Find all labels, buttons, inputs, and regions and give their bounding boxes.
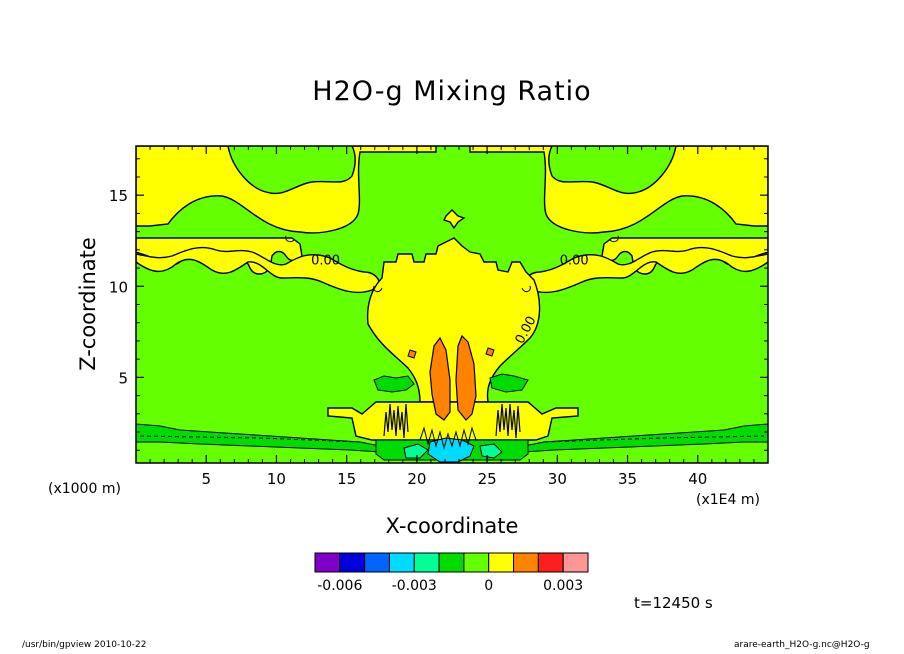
y-tick-label: 5 <box>118 369 128 387</box>
field-region-upper-left <box>136 146 437 234</box>
dense-contours-center <box>419 426 477 450</box>
contour-loop-right <box>521 235 619 293</box>
contour-field <box>136 146 768 463</box>
contour-label: 0.00 <box>560 253 589 268</box>
field-region-top-blob <box>443 209 466 230</box>
x-tick-label: 20 <box>407 470 426 488</box>
time-annotation: t=12450 s <box>634 594 713 612</box>
field-region-cyan-cell <box>427 437 475 463</box>
colorbar-swatch <box>463 552 490 573</box>
field-region-surface-left <box>136 423 381 453</box>
colorbar-swatch <box>488 552 515 573</box>
colorbar-swatch <box>364 552 390 573</box>
colorbar-swatch <box>413 552 440 573</box>
x-tick-label: 15 <box>337 470 356 488</box>
field-region-lower-left <box>136 246 381 294</box>
colorbar-swatch <box>388 552 415 573</box>
y-tick-label: 15 <box>109 187 128 205</box>
x-unit-label: (x1E4 m) <box>696 492 760 508</box>
x-tick-label: 10 <box>267 470 286 488</box>
contour-label: 0.00 <box>311 253 340 268</box>
colorbar-tick-label: -0.006 <box>317 578 362 594</box>
x-tick-label: 40 <box>688 470 707 488</box>
dashed-negative-contour <box>139 435 765 443</box>
y-tick-label: 10 <box>109 278 128 296</box>
footer-left: /usr/bin/gpview 2010-10-22 <box>22 640 147 650</box>
colorbar-swatch <box>537 552 564 573</box>
x-tick-label: 25 <box>478 470 497 488</box>
x-axis-label: X-coordinate <box>385 514 519 538</box>
field-region-teal-cell <box>403 443 429 459</box>
field-region-surface-right <box>523 423 768 453</box>
field-region-green-patch-right <box>489 373 529 393</box>
colorbar-swatch <box>438 552 465 573</box>
contour-loop-left <box>285 235 383 293</box>
chart-title: H2O-g Mixing Ratio <box>312 76 592 107</box>
x-tick-label: 30 <box>548 470 567 488</box>
contour-labels-layer: 0.00 0.000.00 <box>311 253 589 346</box>
colorbar-swatch <box>562 552 589 573</box>
field-region-core-speck-left <box>407 349 417 359</box>
dense-contours-right <box>495 403 521 439</box>
field-region-upper-right <box>469 146 768 234</box>
x-tick-label: 5 <box>201 470 211 488</box>
colorbar: -0.006 -0.003 0 0.003 <box>314 552 589 594</box>
colorbar-tick-label: -0.003 <box>392 578 437 594</box>
field-region-core-speck-right <box>485 347 495 357</box>
x-tick-label: 35 <box>618 470 637 488</box>
ticks-layer: 5 10 15 20 25 30 35 40 5 10 15 <box>109 146 768 488</box>
y-unit-label: (x1000 m) <box>48 481 121 497</box>
colorbar-swatch <box>513 552 539 573</box>
colorbar-swatch <box>314 552 341 573</box>
colorbar-swatch <box>339 552 366 573</box>
dense-contours-left <box>383 403 409 439</box>
field-region-core-left <box>429 336 451 421</box>
colorbar-tick-label: 0 <box>484 578 493 594</box>
footer-right: arare-earth_H2O-g.nc@H2O-g <box>734 640 870 650</box>
field-region-core-right <box>455 334 477 421</box>
field-region-teal-cell-right <box>479 443 503 459</box>
colorbar-tick-label: 0.003 <box>543 578 583 594</box>
field-region-green-patch-left <box>373 375 415 393</box>
field-region-center-dome <box>366 237 541 403</box>
